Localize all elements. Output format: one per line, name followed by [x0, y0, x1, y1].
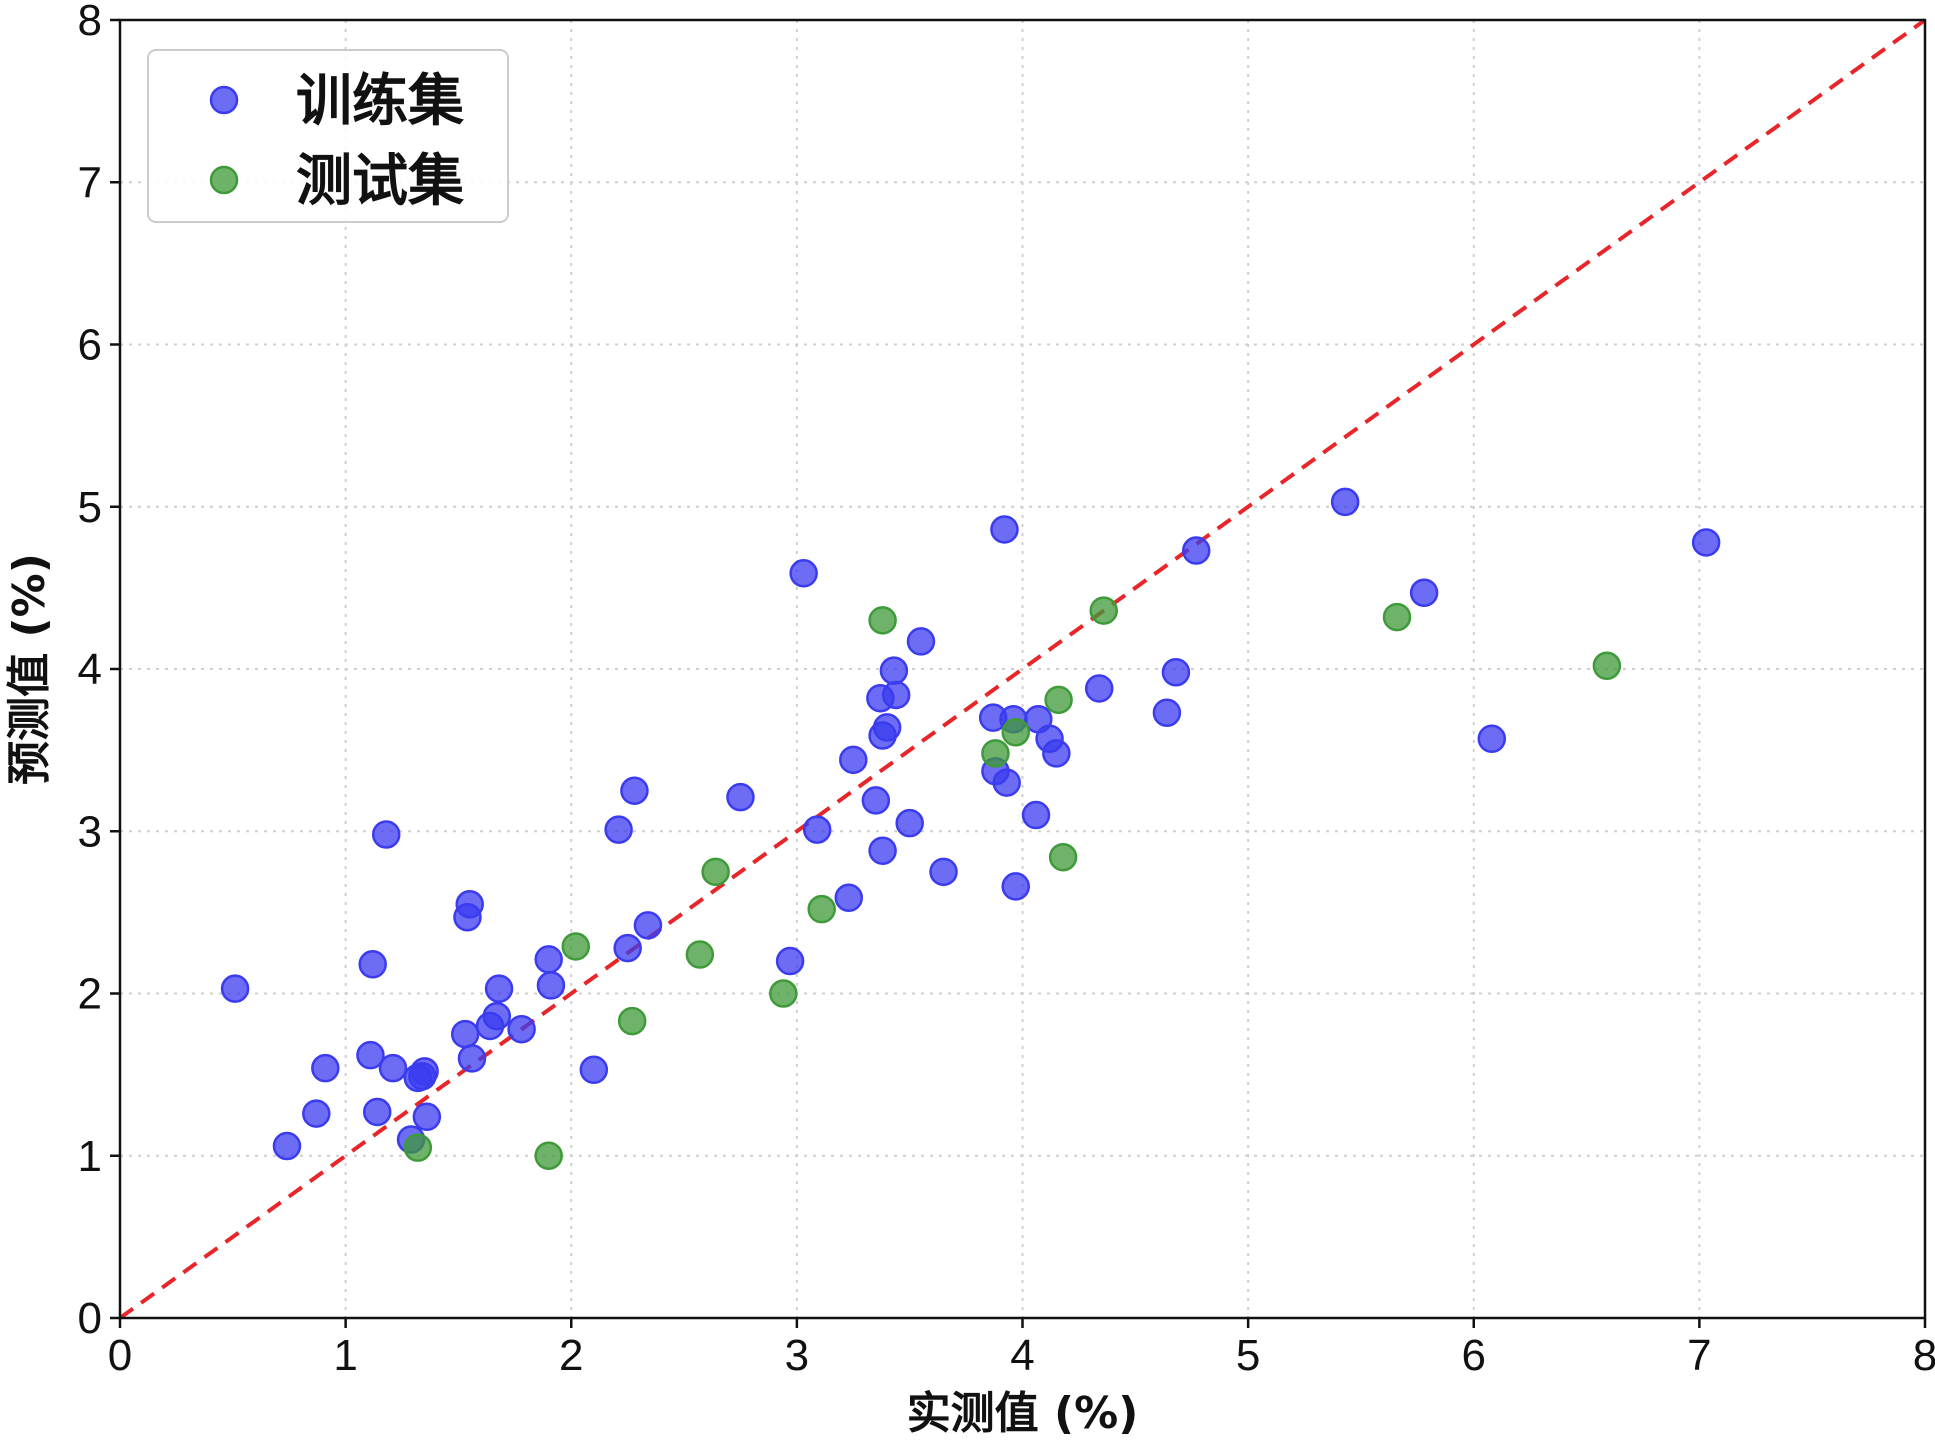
train-point — [906, 627, 936, 656]
train-point — [534, 945, 563, 974]
y-tick-label: 1 — [78, 1132, 102, 1181]
tick-labels: 0 1 2 3 4 5 6 7 8 0 1 2 3 4 5 6 7 8 — [78, 0, 1935, 1380]
legend-marker-test — [209, 165, 239, 195]
legend: 训练集 测试集 — [147, 49, 509, 223]
x-axis-label: 实测值 (%) — [907, 1388, 1139, 1439]
train-point — [775, 946, 805, 976]
train-point — [990, 515, 1019, 544]
test-point — [534, 1141, 563, 1170]
train-point — [410, 1057, 439, 1086]
train-point — [1161, 657, 1191, 687]
x-tick-label: 5 — [1236, 1331, 1260, 1380]
reference-line-layer — [118, 18, 1927, 1320]
train-point — [895, 808, 924, 838]
x-tick-label: 4 — [1010, 1331, 1034, 1380]
train-point — [1691, 528, 1721, 557]
train-point — [868, 836, 897, 865]
train-point — [450, 1019, 480, 1049]
legend-label-train: 训练集 — [296, 69, 464, 134]
train-point — [881, 680, 911, 710]
train-point — [536, 971, 566, 1000]
test-point — [1382, 602, 1412, 632]
y-tick-label: 6 — [78, 321, 102, 370]
test-point — [769, 979, 798, 1008]
train-point — [371, 820, 401, 849]
test-point — [561, 932, 591, 961]
axis-ticks — [110, 18, 1927, 1328]
test-point — [981, 739, 1010, 768]
train-point — [613, 933, 642, 963]
train-point — [839, 745, 868, 775]
x-tick-label: 2 — [559, 1331, 583, 1380]
test-point — [685, 940, 715, 969]
train-point — [834, 883, 864, 913]
train-point — [311, 1053, 340, 1083]
train-point — [633, 911, 663, 940]
test-point — [617, 1006, 647, 1036]
test-point — [1044, 685, 1073, 715]
train-point — [412, 1102, 442, 1132]
train-point — [604, 815, 633, 844]
train-point — [484, 974, 514, 1003]
x-tick-label: 0 — [108, 1331, 132, 1380]
y-tick-label: 2 — [78, 970, 102, 1019]
train-point — [992, 768, 1021, 797]
y-tick-label: 5 — [78, 483, 102, 532]
train-point — [1181, 536, 1211, 565]
train-point — [1042, 739, 1071, 768]
train-point — [879, 656, 909, 685]
train-point — [220, 974, 250, 1003]
train-point — [507, 1014, 536, 1044]
train-point — [579, 1055, 609, 1085]
train-point — [358, 950, 387, 979]
data-points — [220, 487, 1721, 1170]
train-point — [302, 1099, 331, 1128]
test-point — [807, 894, 836, 924]
test-point — [701, 857, 730, 887]
train-point — [1084, 674, 1114, 703]
train-point — [1409, 578, 1439, 607]
train-point — [726, 782, 755, 812]
test-point — [1048, 842, 1078, 872]
x-tick-label: 7 — [1687, 1331, 1711, 1380]
y-tick-label: 4 — [78, 645, 102, 694]
train-point — [802, 815, 832, 844]
y-tick-label: 0 — [78, 1294, 102, 1343]
train-point — [482, 1001, 512, 1031]
x-tick-label: 8 — [1913, 1331, 1935, 1380]
train-point — [872, 713, 902, 742]
train-point — [1330, 487, 1360, 517]
legend-marker-train — [209, 85, 239, 115]
x-tick-label: 1 — [333, 1331, 357, 1380]
test-point — [868, 606, 897, 635]
train-point — [272, 1131, 302, 1161]
y-tick-label: 8 — [78, 0, 102, 45]
train-point — [620, 776, 649, 805]
x-tick-label: 3 — [785, 1331, 809, 1380]
test-point — [1089, 596, 1118, 625]
reference-line — [118, 18, 1927, 1320]
grid-lines — [120, 20, 1925, 1318]
train-point — [1477, 724, 1507, 754]
test-point — [1592, 651, 1622, 681]
y-tick-label: 3 — [78, 807, 102, 856]
train-point — [362, 1097, 392, 1127]
train-point — [1001, 872, 1030, 901]
train-point — [861, 786, 891, 815]
y-tick-label: 7 — [78, 158, 102, 207]
train-point — [457, 1044, 487, 1073]
train-point — [929, 857, 958, 887]
train-point — [455, 890, 484, 919]
test-point — [1001, 718, 1030, 747]
train-point — [356, 1040, 385, 1070]
x-tick-label: 6 — [1462, 1331, 1486, 1380]
train-point — [378, 1053, 408, 1083]
test-point — [403, 1133, 433, 1162]
legend-label-test: 测试集 — [296, 149, 464, 214]
y-axis-label: 预测值 (%) — [4, 553, 55, 785]
train-point — [789, 559, 818, 588]
train-point — [1021, 800, 1051, 830]
train-point — [1152, 698, 1182, 728]
